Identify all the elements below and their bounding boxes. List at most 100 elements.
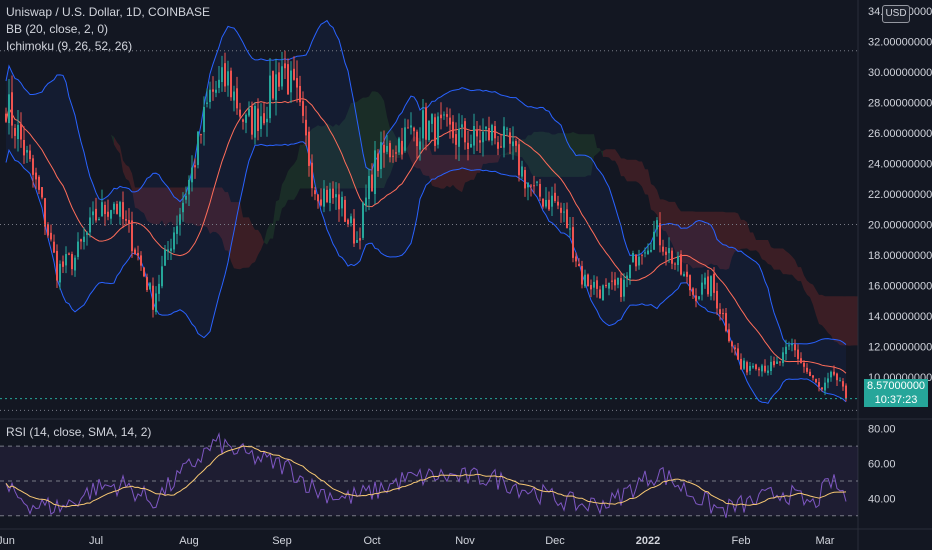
candle-body (455, 134, 457, 145)
cloud-segment (759, 240, 762, 260)
candle-body (662, 246, 664, 252)
candle-body (659, 223, 661, 246)
candle-body (278, 72, 280, 87)
cloud-segment (822, 294, 825, 329)
candle-body (542, 198, 544, 207)
candle-body (383, 144, 385, 153)
cloud-segment (147, 187, 150, 223)
bb-legend[interactable]: BB (20, close, 2, 0) (6, 22, 109, 36)
ichimoku-legend[interactable]: Ichimoku (9, 26, 52, 26) (6, 39, 133, 53)
cloud-segment (705, 211, 708, 267)
cloud-segment (138, 187, 141, 212)
candle-body (98, 218, 100, 220)
cloud-segment (534, 131, 537, 177)
cloud-segment (114, 136, 117, 150)
candle-body (323, 188, 325, 207)
candle-body (533, 185, 535, 187)
cloud-segment (600, 148, 603, 157)
candle-body (35, 172, 37, 180)
candle-body (398, 138, 400, 153)
candle-body (749, 365, 751, 371)
cloud-segment (699, 211, 702, 268)
candle-body (242, 119, 244, 122)
candle-body (638, 256, 640, 266)
cloud-segment (666, 200, 669, 239)
time-axis[interactable]: Jun Jul Aug Sep Oct Nov Dec 2022 Feb Mar (0, 528, 932, 547)
candle-body (515, 140, 517, 146)
cloud-segment (369, 91, 372, 189)
candle-body (731, 341, 733, 347)
candle-body (671, 250, 673, 264)
candle-body (704, 277, 706, 285)
cloud-segment (129, 166, 132, 190)
candle-body (44, 198, 46, 227)
candle-body (209, 89, 211, 102)
cloud-segment (423, 144, 426, 176)
candle-body (167, 249, 169, 252)
candle-body (692, 288, 694, 295)
cloud-segment (642, 161, 645, 195)
candle-body (413, 127, 415, 132)
candle-body (128, 220, 130, 224)
candle-body (779, 361, 781, 363)
candle-body (125, 219, 127, 221)
candle-body (572, 227, 574, 258)
cloud-segment (540, 131, 543, 177)
cloud-segment (327, 123, 330, 189)
candle-body (122, 202, 124, 220)
candle-body (674, 263, 676, 265)
candle-body (248, 109, 250, 116)
cloud-segment (438, 154, 441, 189)
rsi-legend[interactable]: RSI (14, close, SMA, 14, 2) (6, 425, 152, 439)
cloud-segment (171, 187, 174, 226)
candle-body (560, 207, 562, 213)
candle-body (506, 128, 508, 130)
cloud-segment (246, 217, 249, 268)
last-price-tag: 8.57000000 (864, 379, 928, 393)
candle-body (818, 382, 820, 387)
candle-body (83, 236, 85, 242)
cloud-segment (123, 160, 126, 179)
cloud-segment (135, 187, 138, 209)
cloud-segment (225, 192, 228, 251)
candle-body (569, 228, 571, 230)
cloud-segment (591, 134, 594, 176)
cloud-segment (222, 187, 225, 251)
cloud-segment (618, 153, 621, 177)
candle-body (845, 385, 847, 399)
candle-body (743, 360, 745, 369)
candle-body (599, 289, 601, 299)
rsi-axis-background (859, 420, 932, 530)
cloud-segment (753, 232, 756, 251)
cloud-segment (354, 101, 357, 189)
cloud-segment (390, 128, 393, 176)
cloud-segment (828, 296, 831, 336)
cloud-segment (213, 187, 216, 233)
candle-body (761, 365, 763, 372)
cloud-segment (228, 192, 231, 262)
cloud-segment (204, 187, 207, 227)
candle-body (419, 141, 421, 150)
currency-button[interactable]: USD (882, 5, 910, 23)
cloud-segment (330, 124, 333, 189)
candle-body (290, 70, 292, 93)
candle-body (596, 280, 598, 289)
candle-body (140, 255, 142, 266)
cloud-segment (144, 187, 147, 221)
cloud-segment (483, 154, 486, 164)
candle-body (521, 166, 523, 177)
candle-body (224, 63, 226, 87)
cloud-segment (528, 135, 531, 173)
cloud-segment (288, 167, 291, 200)
candle-body (38, 176, 40, 190)
candle-body (575, 256, 577, 262)
cloud-segment (747, 222, 750, 251)
candle-body (326, 189, 328, 203)
candle-body (329, 188, 331, 203)
candle-body (812, 375, 814, 378)
candle-body (584, 274, 586, 287)
symbol-legend[interactable]: Uniswap / U.S. Dollar, 1D, COINBASE (6, 5, 211, 19)
cloud-segment (738, 213, 741, 252)
candle-body (107, 211, 109, 217)
